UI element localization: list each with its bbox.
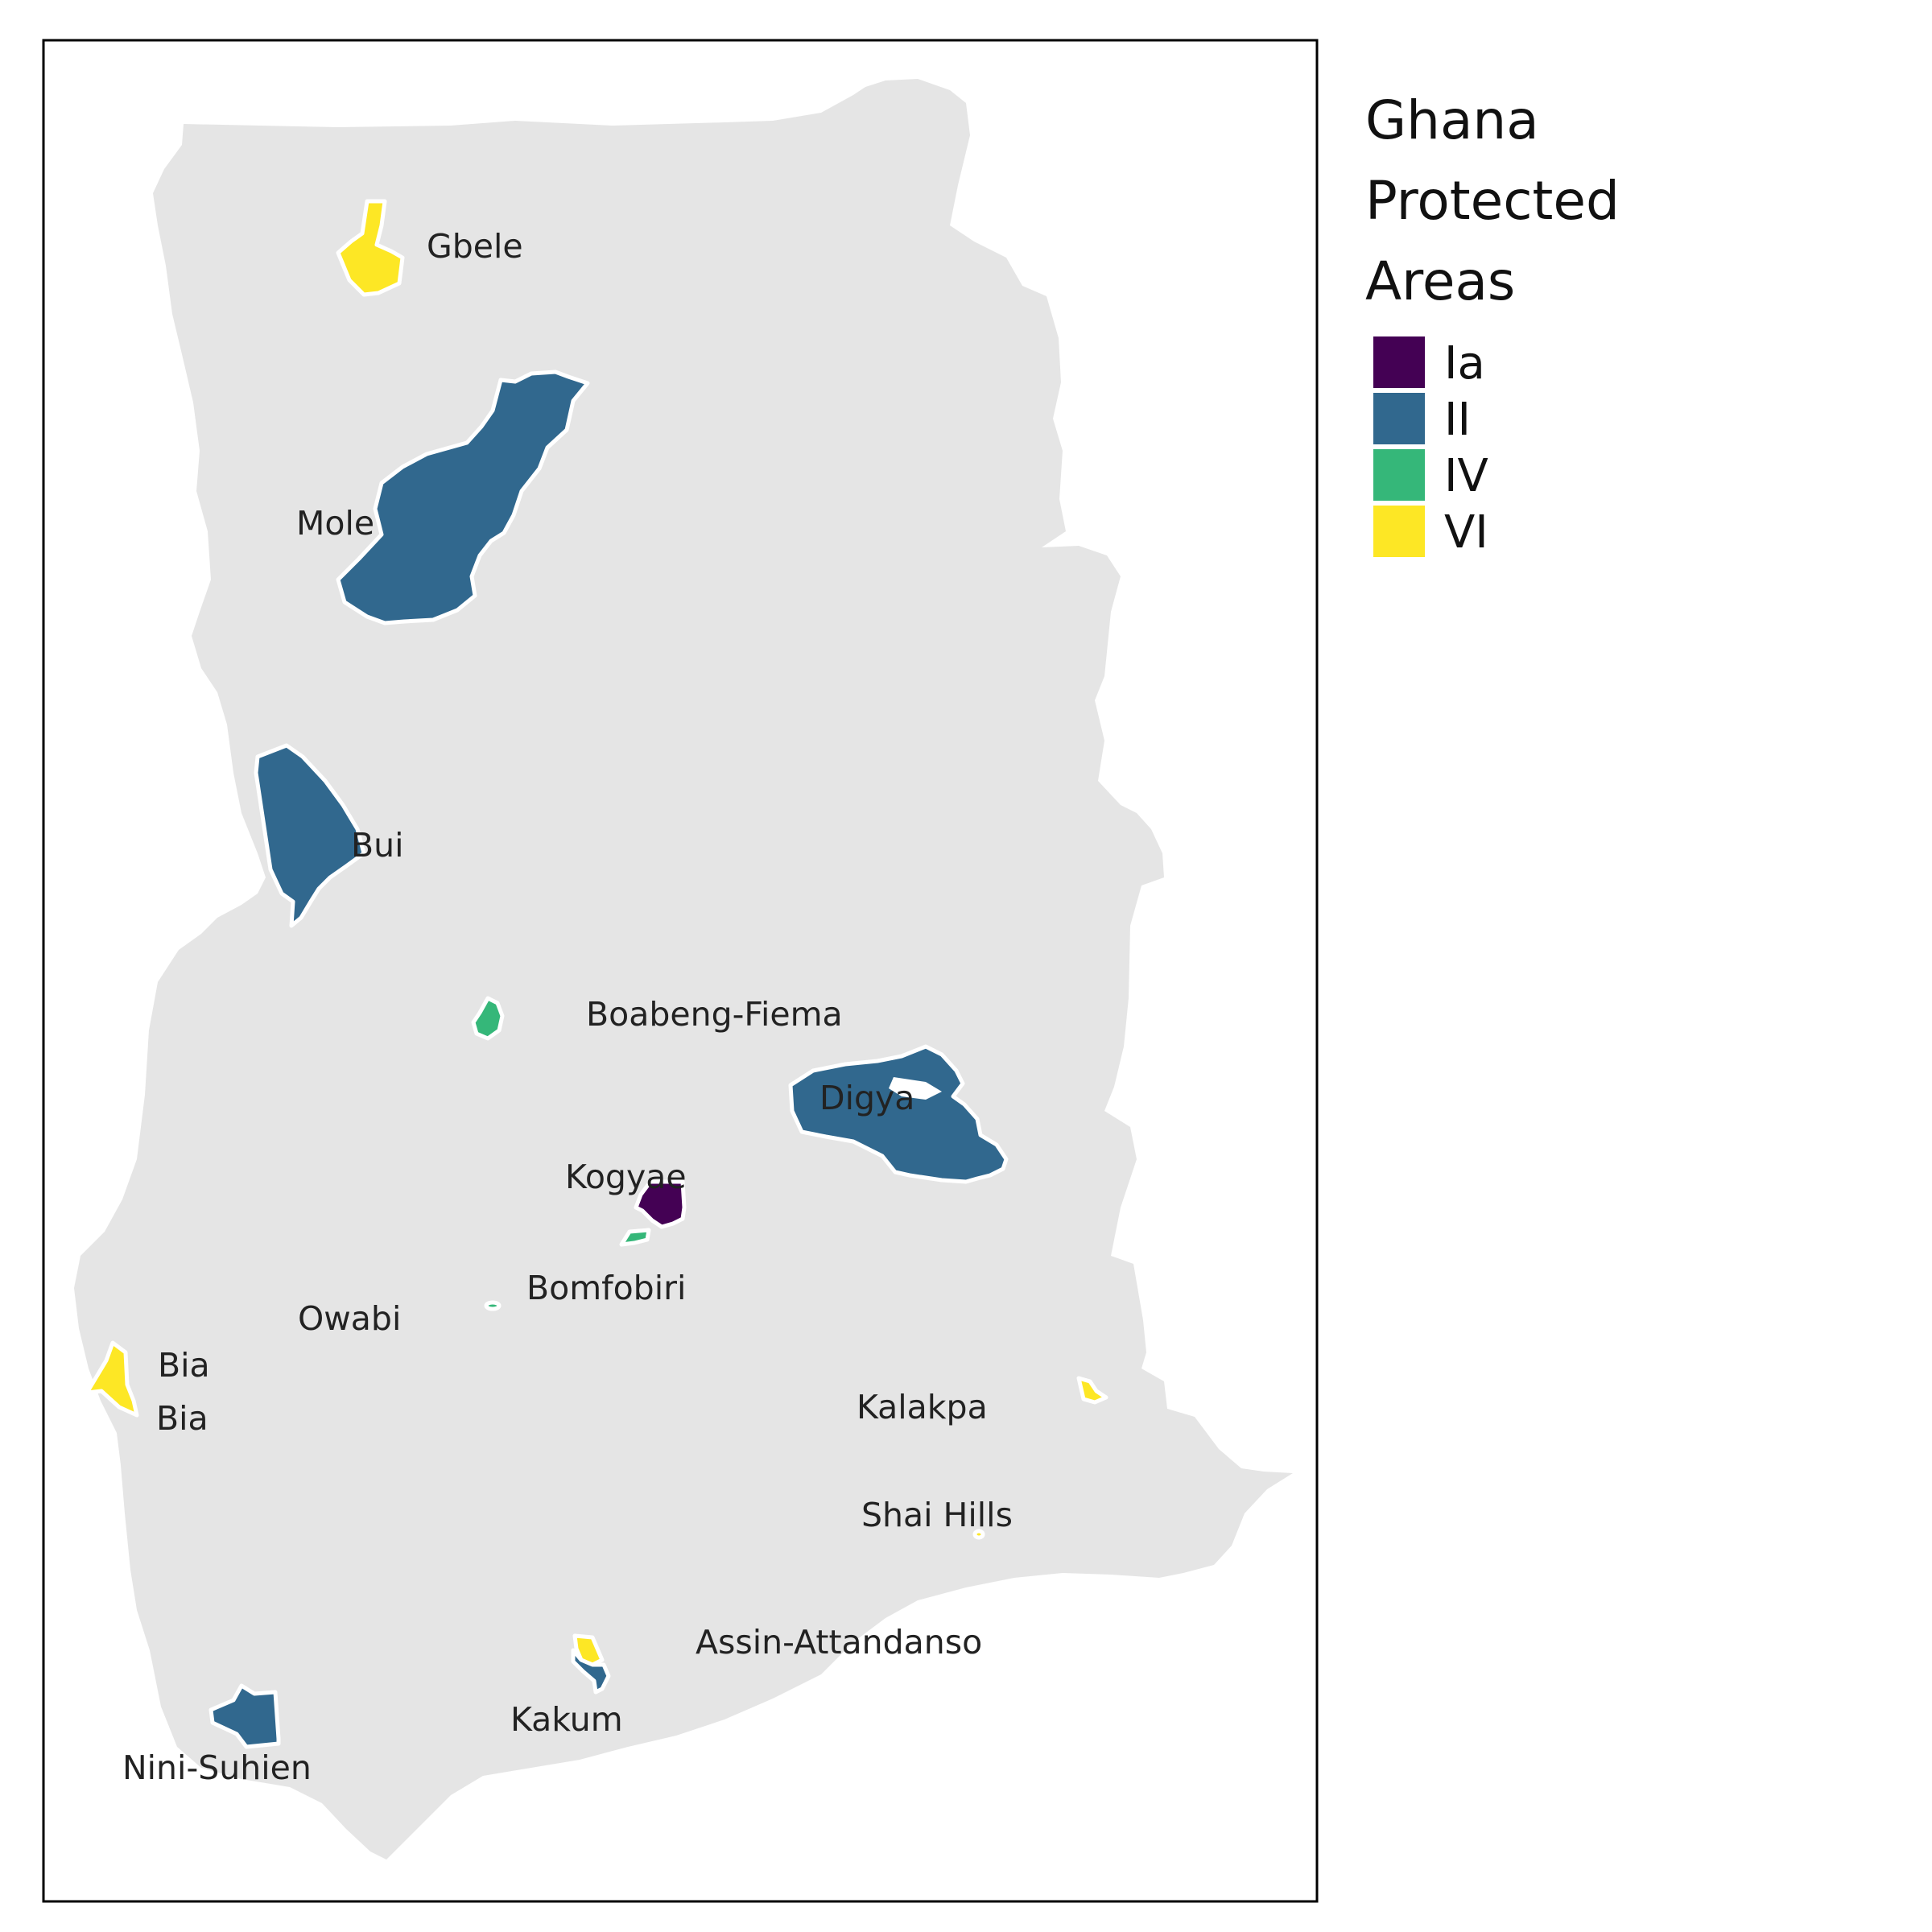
label-assin-attandanso: Assin-Attandanso [696, 1623, 982, 1662]
bui-area [254, 743, 366, 928]
legend-title-line-3: Areas [1365, 250, 1515, 312]
bia-area [85, 1340, 139, 1418]
mole-area [336, 369, 590, 625]
label-bia-1: Bia [158, 1346, 210, 1385]
owabi-area [484, 1300, 502, 1311]
legend: Ghana Protected Areas Ia II IV VI [1365, 89, 1620, 559]
legend-label-ia: Ia [1444, 337, 1485, 390]
label-mole: Mole [296, 504, 374, 543]
kalakpa-area [1076, 1376, 1108, 1405]
label-boabeng-fiema: Boabeng-Fiema [586, 995, 843, 1034]
kogyae-area [634, 1179, 687, 1229]
label-bia-2: Bia [156, 1399, 208, 1438]
label-bomfobiri: Bomfobiri [526, 1269, 686, 1307]
digya-inlet [889, 1077, 942, 1100]
legend-label-iv: IV [1444, 450, 1488, 502]
legend-swatch-vi [1373, 506, 1425, 557]
label-gbele: Gbele [427, 227, 523, 266]
legend-swatch-iv [1373, 449, 1425, 501]
nini-suhien-area [208, 1683, 281, 1749]
legend-swatch-ia [1373, 336, 1425, 388]
legend-title-line-1: Ghana [1365, 89, 1539, 151]
kakum-area [571, 1648, 611, 1695]
label-nini-suhien: Nini-Suhien [122, 1748, 312, 1787]
digya-area [788, 1044, 1009, 1184]
shai-hills-area [972, 1529, 985, 1540]
gbele-area [336, 199, 405, 297]
label-kalakpa: Kalakpa [857, 1388, 988, 1426]
label-owabi: Owabi [298, 1299, 401, 1338]
legend-title-line-2: Protected [1365, 170, 1620, 232]
boabeng-fiema-area [471, 996, 505, 1041]
label-kogyae: Kogyae [565, 1158, 687, 1196]
label-bui: Bui [351, 826, 404, 865]
label-digya: Digya [819, 1079, 914, 1117]
legend-label-vi: VI [1444, 506, 1488, 559]
legend-label-ii: II [1444, 394, 1471, 446]
bomfobiri-area [619, 1228, 651, 1247]
label-kakum: Kakum [510, 1700, 623, 1739]
label-shai-hills: Shai Hills [861, 1496, 1013, 1534]
legend-swatch-ii [1373, 393, 1425, 444]
